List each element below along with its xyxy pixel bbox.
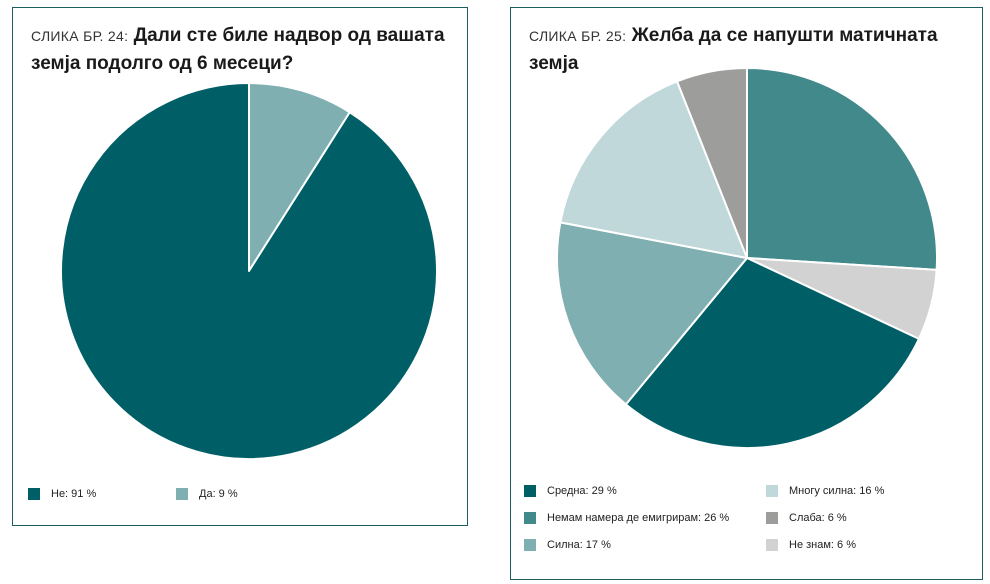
legend-item: Не знам: 6 %: [766, 539, 856, 551]
pie-chart: [556, 67, 938, 449]
legend-item: Средна: 29 %: [524, 485, 617, 497]
legend-label: Немам намера де емигрирам: 26 %: [547, 512, 730, 524]
pie-slice: [746, 67, 938, 271]
pie-slice: [248, 82, 351, 272]
legend-item: Многу силна: 16 %: [766, 485, 884, 497]
legend-label: Не: 91 %: [51, 488, 97, 500]
chart-title-prefix: СЛИКА БР. 25:: [529, 28, 627, 44]
pie-slice: [676, 67, 748, 259]
legend-label: Слаба: 6 %: [789, 512, 847, 524]
pie-slice: [559, 80, 748, 259]
legend-label: Многу силна: 16 %: [789, 485, 885, 497]
legend-label: Не знам: 6 %: [789, 539, 856, 551]
legend-swatch: [766, 512, 778, 524]
legend-label: Силна: 17 %: [547, 539, 611, 551]
chart-title: СЛИКА БР. 25: Желба да се напушти матичн…: [529, 22, 949, 78]
chart-panel-24: СЛИКА БР. 24: Дали сте биле надвор од ва…: [12, 7, 468, 526]
chart-title-text: Дали сте биле надвор од вашата земја под…: [31, 25, 445, 74]
legend-swatch: [28, 488, 40, 500]
chart-title-text: Желба да се напушти матичната земја: [529, 25, 938, 74]
pie-slice: [624, 257, 920, 449]
legend-item: Не: 91 %: [28, 488, 96, 500]
legend-swatch: [524, 485, 536, 497]
legend-swatch: [524, 539, 536, 551]
legend-label: Средна: 29 %: [547, 485, 617, 497]
legend-item: Немам намера де емигрирам: 26 %: [524, 512, 729, 524]
legend-item: Слаба: 6 %: [766, 512, 847, 524]
legend-swatch: [766, 485, 778, 497]
legend-item: Силна: 17 %: [524, 539, 611, 551]
pie-chart: [60, 82, 438, 460]
legend-item: Да: 9 %: [176, 488, 238, 500]
legend-swatch: [176, 488, 188, 500]
pie-slice: [556, 221, 748, 406]
chart-title: СЛИКА БР. 24: Дали сте биле надвор од ва…: [31, 22, 451, 78]
legend-swatch: [524, 512, 536, 524]
legend-swatch: [766, 539, 778, 551]
legend-label: Да: 9 %: [199, 488, 238, 500]
chart-panel-25: СЛИКА БР. 25: Желба да се напушти матичн…: [510, 7, 983, 580]
chart-title-prefix: СЛИКА БР. 24:: [31, 28, 129, 44]
pie-slice: [60, 82, 438, 460]
